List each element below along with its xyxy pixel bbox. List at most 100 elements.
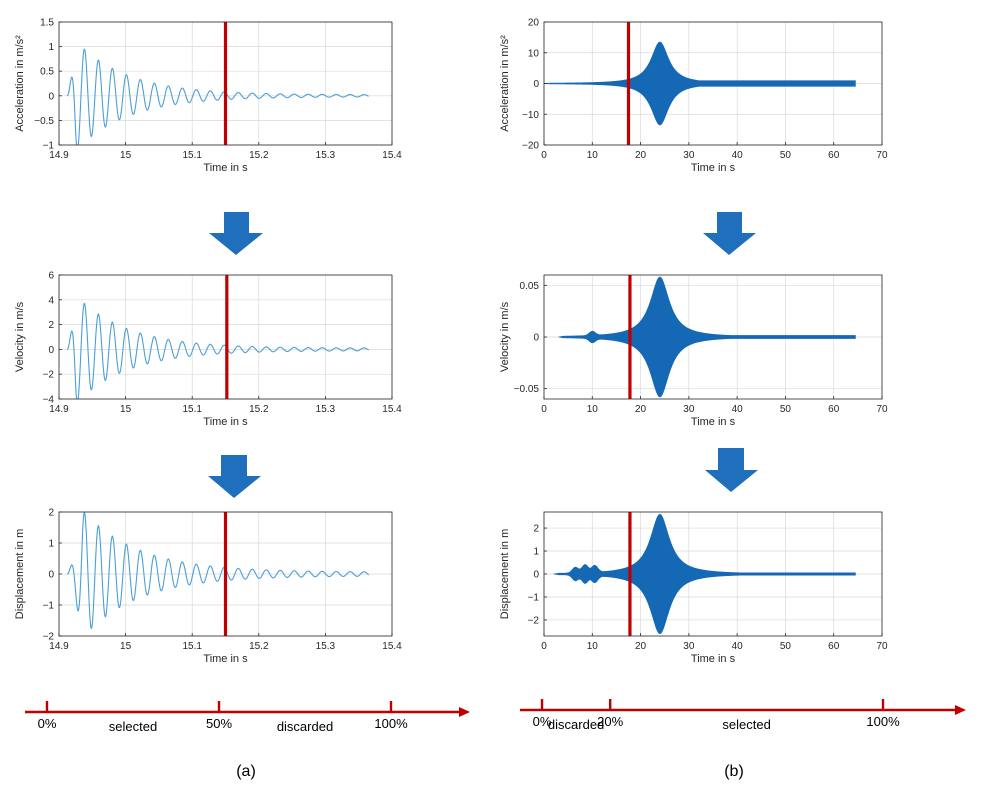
y-tick-label: 1: [48, 539, 54, 550]
x-tick-label: 60: [828, 404, 840, 415]
flow-arrows: [208, 212, 758, 498]
x-tick-label: 50: [780, 404, 792, 415]
y-tick-label: −1: [43, 141, 55, 152]
y-tick-label: 2: [48, 508, 54, 519]
y-tick-label: 1: [48, 42, 54, 53]
x-tick-label: 0: [541, 641, 547, 652]
x-tick-label: 15.2: [249, 641, 269, 652]
y-tick-label: 2: [533, 524, 539, 535]
x-axis-label: Time in s: [691, 416, 736, 428]
y-tick-label: 20: [528, 18, 540, 29]
x-tick-label: 50: [780, 641, 792, 652]
x-axis-label: Time in s: [203, 653, 248, 665]
x-tick-label: 15.4: [382, 150, 402, 161]
x-tick-label: 15: [120, 150, 132, 161]
y-tick-label: −10: [522, 110, 539, 121]
series-line-velocity: [66, 302, 369, 399]
x-tick-label: 15.2: [249, 150, 269, 161]
series-line-displacement: [66, 512, 370, 630]
timeline-tick-label: 0%: [38, 716, 57, 731]
timeline-a: 0% 50% 100% selected discarded: [25, 701, 470, 734]
timeline-tick-label: 20%: [597, 714, 623, 729]
axes-frame: [58, 274, 393, 400]
y-tick-label: −4: [43, 395, 55, 406]
down-arrow-icon: [705, 448, 758, 492]
x-tick-label: 10: [587, 641, 599, 652]
x-tick-label: 0: [541, 404, 547, 415]
y-tick-label: 4: [48, 295, 54, 306]
chart-a-vel: 14.9 15 15.1 15.2 15.3 15.4 −4 −2 0 2 4 6 Time in s V…: [14, 271, 402, 429]
chart-a-disp: 14.9 15 15.1 15.2 15.3 15.4 −2 −1 0 1 2 Time in s Di…: [14, 508, 402, 666]
x-axis-label: Time in s: [691, 162, 736, 174]
y-tick-label: −1: [528, 592, 540, 603]
x-tick-label: 14.9: [49, 641, 69, 652]
x-tick-label: 15.2: [249, 404, 269, 415]
series-envelope-acceleration envelope: [544, 41, 856, 126]
x-tick-label: 40: [732, 404, 744, 415]
charts-layer: 14.9 15 15.1 15.2 15.3 15.4 −1 −0.5 0 0.5 1 1.5 Time…: [14, 18, 888, 666]
timeline-arrowhead-icon: [955, 705, 966, 715]
x-tick-label: 14.9: [49, 404, 69, 415]
down-arrow-icon: [703, 212, 756, 255]
x-axis-label: Time in s: [203, 162, 248, 174]
x-tick-label: 15.4: [382, 404, 402, 415]
chart-b-acc: 0 10 20 30 40 50 60 70 −20 −10 0 10 20 Time in s Accel…: [499, 18, 888, 175]
y-tick-label: 0: [48, 91, 54, 102]
x-tick-label: 15.3: [316, 404, 336, 415]
x-tick-label: 10: [587, 150, 599, 161]
x-tick-label: 15: [120, 404, 132, 415]
x-tick-label: 70: [876, 641, 888, 652]
x-tick-label: 40: [732, 641, 744, 652]
x-tick-label: 15: [120, 641, 132, 652]
x-tick-label: 0: [541, 150, 547, 161]
x-tick-label: 30: [683, 150, 695, 161]
series-envelope-velocity envelope: [558, 276, 856, 398]
y-tick-label: −0.5: [34, 116, 54, 127]
x-tick-label: 15.1: [182, 641, 202, 652]
y-tick-label: −2: [43, 632, 55, 643]
y-tick-label: 0.05: [520, 281, 540, 292]
y-tick-label: 0: [533, 333, 539, 344]
y-axis-label: Acceleration in m/s²: [499, 35, 511, 132]
x-tick-label: 70: [876, 404, 888, 415]
timeline-tick-label: 100%: [374, 716, 408, 731]
y-tick-label: −2: [528, 615, 540, 626]
x-tick-label: 15.4: [382, 641, 402, 652]
x-tick-label: 15.1: [182, 404, 202, 415]
x-tick-label: 14.9: [49, 150, 69, 161]
x-tick-label: 50: [780, 150, 792, 161]
x-tick-label: 20: [635, 150, 647, 161]
chart-b-disp: 0 10 20 30 40 50 60 70 −2 −1 0 1 2 Time in s Displacem…: [499, 511, 888, 665]
y-axis-label: Displacement in m: [14, 529, 26, 619]
timeline-tick-label: 0%: [533, 714, 552, 729]
y-axis-label: Velocity in m/s: [14, 301, 26, 372]
x-axis-label: Time in s: [203, 416, 248, 428]
timeline-tick-label: 100%: [866, 714, 900, 729]
x-tick-label: 30: [683, 404, 695, 415]
series-line-acceleration: [66, 48, 369, 145]
panel-a-label: (a): [236, 763, 256, 780]
timeline-segment-label: discarded: [548, 717, 604, 732]
x-tick-label: 30: [683, 641, 695, 652]
x-tick-label: 70: [876, 150, 888, 161]
y-tick-label: 6: [48, 271, 54, 282]
panel-b-label: (b): [724, 763, 744, 780]
y-tick-label: 1: [533, 547, 539, 558]
timeline-arrowhead-icon: [459, 707, 470, 717]
y-tick-label: −20: [522, 141, 539, 152]
x-tick-label: 60: [828, 641, 840, 652]
y-tick-label: 0: [48, 570, 54, 581]
y-tick-label: 0.5: [40, 67, 54, 78]
y-axis-label: Velocity in m/s: [499, 301, 511, 372]
x-tick-label: 10: [587, 404, 599, 415]
x-tick-label: 15.3: [316, 641, 336, 652]
chart-a-acc: 14.9 15 15.1 15.2 15.3 15.4 −1 −0.5 0 0.5 1 1.5 Time…: [14, 18, 402, 175]
timeline-segment-label: selected: [109, 719, 157, 734]
down-arrow-icon: [209, 212, 263, 255]
x-tick-label: 15.3: [316, 150, 336, 161]
x-tick-label: 40: [732, 150, 744, 161]
timeline-segment-label: discarded: [277, 719, 333, 734]
x-axis-label: Time in s: [691, 653, 736, 665]
down-arrow-icon: [208, 455, 261, 498]
